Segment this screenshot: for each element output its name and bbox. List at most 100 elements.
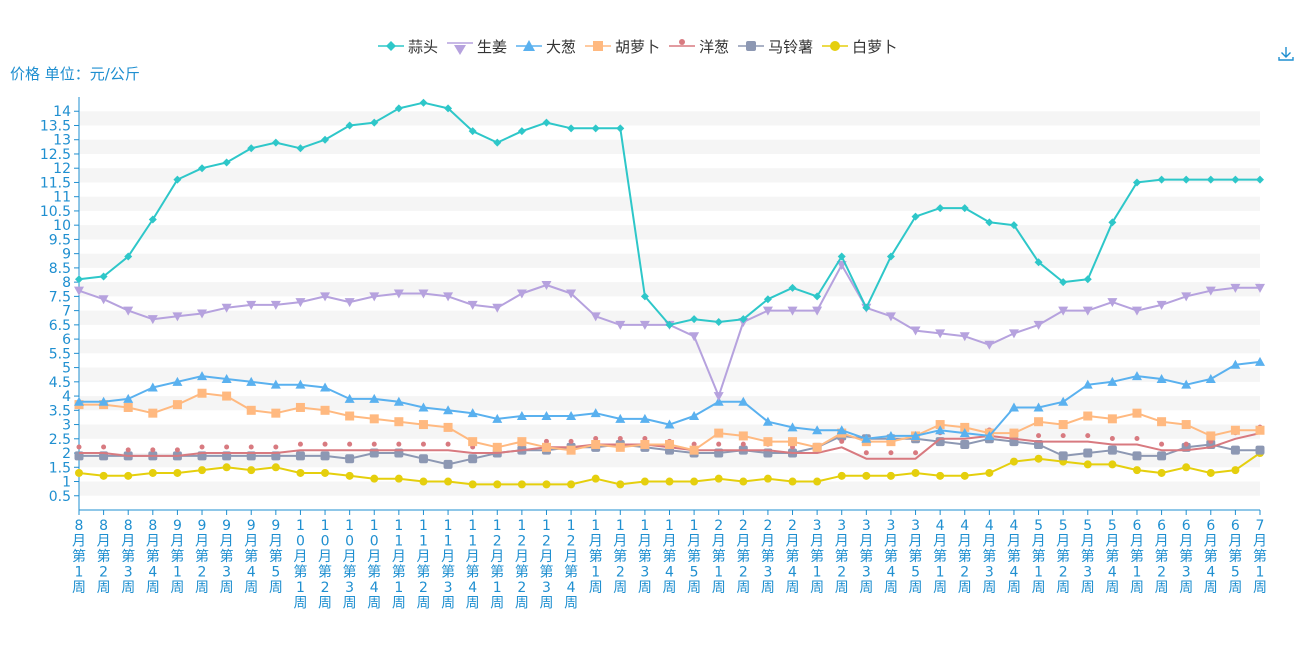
- data-point: [665, 439, 674, 449]
- grid-band: [79, 367, 1260, 382]
- data-point: [222, 463, 231, 472]
- data-point: [1108, 218, 1117, 227]
- data-point: [517, 127, 526, 136]
- data-point: [1255, 445, 1265, 455]
- data-point: [960, 422, 970, 432]
- data-point: [888, 450, 894, 456]
- y-tick-label: 14: [53, 104, 71, 120]
- data-point: [295, 379, 306, 389]
- data-point: [788, 283, 797, 292]
- data-point: [690, 315, 699, 324]
- download-icon[interactable]: [1276, 44, 1296, 64]
- data-point: [345, 471, 354, 480]
- data-point: [590, 312, 601, 322]
- data-point: [813, 292, 822, 301]
- grid-band: [79, 481, 1260, 496]
- data-point: [739, 477, 748, 486]
- data-point: [935, 425, 946, 435]
- x-tick-label: 3 月第 2 周: [835, 518, 849, 596]
- legend-item[interactable]: 生姜: [447, 36, 507, 57]
- y-tick-label: 11.5: [40, 175, 71, 191]
- legend-item[interactable]: 大葱: [516, 36, 576, 57]
- data-point: [1255, 283, 1265, 293]
- data-point: [739, 315, 748, 324]
- y-tick-label: 4: [62, 389, 71, 405]
- data-point: [787, 306, 798, 316]
- x-tick-label: 8 月第 4 周: [146, 518, 160, 596]
- data-point: [493, 138, 502, 147]
- data-point: [222, 391, 232, 401]
- data-point: [1083, 275, 1092, 284]
- legend-item[interactable]: 白萝卜: [822, 36, 897, 57]
- data-point: [763, 437, 773, 447]
- data-point: [1083, 411, 1093, 421]
- data-point: [1206, 468, 1215, 477]
- x-tick-label: 1 月第 3 周: [638, 518, 652, 596]
- y-tick-label: 12.5: [40, 147, 71, 163]
- data-point: [911, 468, 920, 477]
- data-point: [1008, 402, 1019, 412]
- legend-symbol-icon: [378, 41, 404, 51]
- data-point: [935, 420, 945, 430]
- x-tick-label: 1 月第 1 周: [589, 518, 603, 596]
- x-tick-label: 1 2 月第 1 周: [490, 518, 504, 612]
- legend-label: 白萝卜: [852, 37, 898, 56]
- data-point: [839, 438, 845, 444]
- x-tick-label: 8 月第 1 周: [72, 518, 86, 596]
- data-point: [173, 468, 182, 477]
- x-tick-label: 6 月第 1 周: [1130, 518, 1144, 596]
- data-point: [296, 144, 305, 153]
- y-tick-label: 10: [53, 218, 71, 234]
- data-point: [1085, 433, 1091, 439]
- data-point: [246, 300, 257, 310]
- x-tick-label: 5 月第 3 周: [1081, 518, 1095, 596]
- data-point: [837, 252, 846, 261]
- y-tick-label: 1: [62, 475, 71, 491]
- data-point: [443, 292, 454, 302]
- data-point: [1107, 376, 1118, 386]
- data-point: [1009, 428, 1019, 438]
- data-point: [689, 445, 699, 455]
- data-point: [543, 438, 549, 444]
- x-tick-label: 5 月第 2 周: [1056, 518, 1070, 596]
- legend-label: 胡萝卜: [615, 37, 661, 56]
- data-point: [394, 104, 403, 113]
- data-point: [344, 298, 355, 308]
- legend-item[interactable]: 洋葱: [669, 36, 729, 57]
- data-point: [541, 442, 551, 452]
- data-point: [1230, 359, 1241, 369]
- legend-item[interactable]: 蒜头: [378, 36, 438, 57]
- legend-item[interactable]: 马铃薯: [738, 36, 813, 57]
- data-point: [861, 433, 872, 443]
- grid-band: [79, 139, 1260, 154]
- data-point: [691, 441, 697, 447]
- data-point: [1156, 300, 1167, 310]
- data-point: [297, 441, 303, 447]
- data-point: [1255, 356, 1265, 366]
- x-tick-label: 8 月第 3 周: [121, 518, 135, 596]
- x-tick-label: 9 月第 1 周: [170, 518, 184, 596]
- x-tick-label: 2 月第 4 周: [786, 518, 800, 596]
- y-tick-label: 10.5: [40, 204, 71, 220]
- data-point: [910, 430, 921, 440]
- data-point: [812, 306, 823, 316]
- x-tick-label: 1 1 月第 3 周: [441, 518, 455, 612]
- data-point: [1157, 468, 1166, 477]
- data-point: [1134, 435, 1140, 441]
- data-point: [172, 400, 182, 410]
- y-tick-label: 8: [62, 275, 71, 291]
- data-point: [642, 435, 648, 441]
- data-point: [566, 411, 577, 421]
- data-point: [1181, 379, 1192, 389]
- data-point: [1230, 425, 1240, 435]
- x-tick-label: 5 月第 1 周: [1032, 518, 1046, 596]
- data-point: [369, 393, 380, 403]
- legend-symbol-icon: [447, 42, 474, 55]
- grid-band: [79, 310, 1260, 325]
- data-point: [788, 437, 798, 447]
- data-point: [517, 480, 526, 489]
- legend-item[interactable]: 胡萝卜: [585, 36, 660, 57]
- data-point: [517, 437, 527, 447]
- x-tick-label: 2 月第 3 周: [761, 518, 775, 596]
- data-point: [1181, 292, 1192, 302]
